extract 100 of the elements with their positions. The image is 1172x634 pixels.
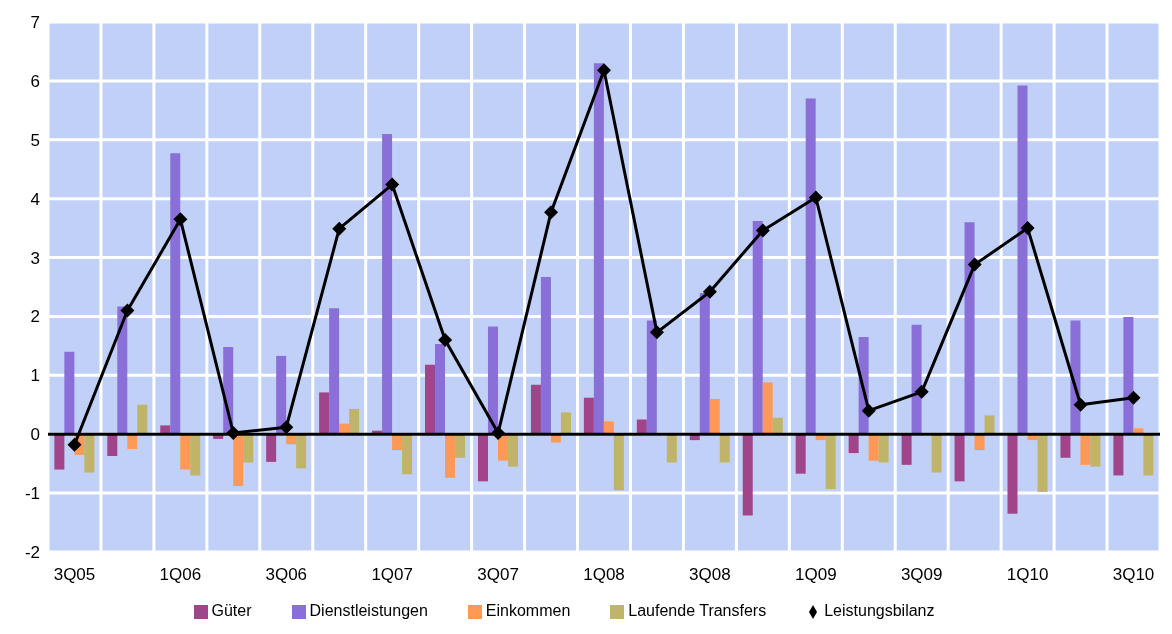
bar	[190, 434, 201, 476]
bar	[540, 276, 551, 435]
y-tick-label: 7	[30, 13, 40, 33]
bar	[593, 63, 604, 435]
x-tick-label: 3Q10	[1112, 565, 1155, 585]
bar	[445, 434, 456, 478]
y-tick-label: -1	[24, 484, 40, 504]
bar	[583, 397, 594, 435]
bar	[1037, 434, 1048, 492]
legend-label: Laufende Transfers	[628, 602, 767, 619]
bar	[752, 221, 763, 435]
bar	[497, 434, 508, 461]
x-tick-label: 1Q08	[583, 565, 625, 585]
bar	[266, 434, 277, 462]
point	[1073, 397, 1088, 412]
y-tick-label: 1	[30, 366, 40, 386]
bar	[160, 425, 171, 435]
y-tick-label: 3	[30, 248, 40, 268]
bar	[709, 398, 720, 435]
bar	[180, 434, 191, 470]
bar	[742, 434, 753, 516]
point	[120, 303, 135, 318]
point	[967, 257, 982, 272]
legend-label: Güter	[211, 602, 252, 619]
bar	[964, 222, 975, 435]
point	[1126, 390, 1141, 405]
bar	[64, 351, 75, 435]
bar	[455, 434, 466, 458]
bar	[1123, 317, 1134, 435]
bar	[825, 434, 836, 489]
x-tick-label: 1Q10	[1006, 565, 1049, 585]
point	[861, 403, 876, 418]
bar	[107, 434, 118, 457]
y-tick-label: 4	[30, 189, 40, 209]
bar	[425, 364, 436, 435]
bar	[666, 434, 677, 463]
bar	[878, 434, 889, 463]
point	[226, 426, 241, 441]
y-tick-label: -2	[24, 543, 40, 563]
legend-label: Leistungsbilanz	[824, 602, 935, 619]
bar	[402, 434, 413, 475]
bar	[1143, 434, 1154, 476]
point	[67, 437, 82, 452]
x-tick-label: 3Q09	[900, 565, 943, 585]
bar	[319, 392, 330, 435]
bar	[1007, 434, 1018, 514]
x-tick-label: 1Q09	[795, 565, 837, 585]
bar	[848, 434, 859, 454]
x-tick-label: 3Q05	[53, 565, 96, 585]
y-tick-label: 2	[30, 307, 40, 327]
x-tick-label: 3Q06	[265, 565, 308, 585]
point	[597, 63, 611, 78]
bar	[954, 434, 965, 482]
bar	[560, 412, 571, 435]
bar	[243, 434, 254, 463]
legend-label: Einkommen	[485, 602, 571, 619]
bar	[296, 434, 307, 469]
bar	[1080, 434, 1091, 465]
bar	[772, 417, 783, 435]
bar	[349, 408, 360, 435]
point	[491, 426, 506, 441]
bar	[233, 434, 244, 487]
point	[914, 384, 929, 399]
bar	[911, 324, 922, 435]
bar	[54, 434, 65, 470]
bar	[487, 326, 498, 435]
bar	[1113, 434, 1124, 476]
bar	[1060, 434, 1071, 458]
bar	[435, 344, 446, 435]
bar	[931, 434, 942, 473]
bar	[805, 98, 816, 435]
x-tick-label: 1Q06	[159, 565, 202, 585]
bar	[1017, 85, 1028, 435]
bar	[984, 415, 995, 435]
x-tick-label: 3Q07	[477, 565, 519, 585]
bar	[603, 421, 614, 435]
bar	[329, 308, 340, 435]
y-tick-label: 5	[30, 130, 40, 150]
x-tick-label: 3Q08	[689, 565, 731, 585]
bar	[276, 355, 287, 435]
point	[1020, 221, 1035, 236]
y-tick-label: 6	[30, 71, 40, 91]
bar	[507, 434, 518, 467]
point	[808, 190, 823, 205]
point	[702, 284, 717, 299]
bar	[646, 320, 657, 435]
bar	[719, 434, 730, 463]
bar	[699, 292, 710, 435]
bar	[530, 384, 541, 435]
x-tick-label: 1Q07	[371, 565, 413, 585]
point	[332, 221, 347, 236]
bar	[137, 404, 148, 435]
point	[385, 177, 400, 192]
point	[755, 223, 770, 238]
bar	[1090, 434, 1101, 467]
bar	[84, 434, 95, 473]
bar	[613, 434, 624, 491]
bar	[762, 382, 773, 435]
bar	[868, 434, 879, 461]
point	[649, 325, 664, 340]
